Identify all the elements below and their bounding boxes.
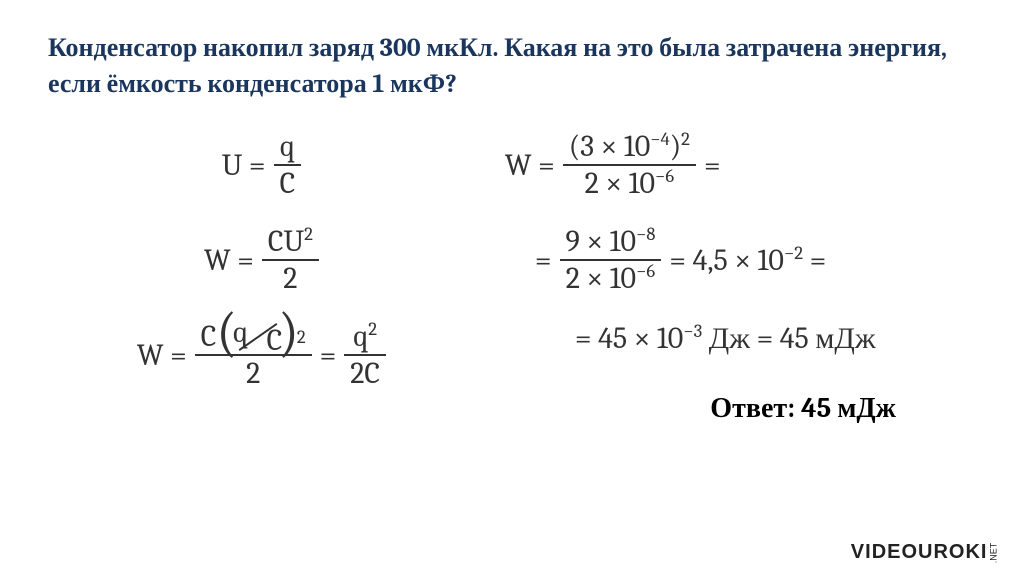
mid: = 4,5 × 10−2 = bbox=[669, 243, 826, 278]
diag-fraction: q C bbox=[237, 321, 278, 353]
paren-right: ) bbox=[278, 319, 299, 346]
numerator: q2 bbox=[347, 321, 383, 353]
denominator: 2C bbox=[344, 358, 386, 390]
denominator: 2 × 10−6 bbox=[579, 168, 680, 200]
fraction: CU2 2 bbox=[262, 226, 319, 295]
calc-step-1: W = (3 × 10−4)2 2 × 10−6 = bbox=[475, 131, 721, 200]
denominator: 2 × 10−6 bbox=[560, 263, 661, 295]
right-column-calculation: W = (3 × 10−4)2 2 × 10−6 = = 9 × 10−8 bbox=[475, 131, 976, 425]
logo-ext: .NET bbox=[989, 542, 999, 563]
formula-energy-cu: W = CU2 2 bbox=[204, 226, 319, 295]
numerator: CU2 bbox=[262, 226, 319, 258]
formula-energy-q2: W = C ( q C ) 2 2 = bbox=[137, 321, 386, 390]
answer-label: Ответ: 45 мДж bbox=[710, 392, 976, 425]
logo-brand: VIDEOUROKI bbox=[851, 541, 988, 563]
denominator: 2 bbox=[277, 263, 303, 295]
lhs: W = bbox=[204, 243, 254, 278]
numerator: 9 × 10−8 bbox=[560, 226, 662, 258]
fraction: q C bbox=[274, 131, 302, 200]
fraction: (3 × 10−4)2 2 × 10−6 bbox=[563, 131, 696, 200]
fraction-left: C ( q C ) 2 2 bbox=[195, 321, 312, 390]
problem-heading: Конденсатор накопил заряд 300 мкКл. Кака… bbox=[0, 0, 1024, 103]
lhs: W = bbox=[137, 338, 187, 373]
videouroki-logo: VIDEOUROKI.NET bbox=[851, 541, 1004, 564]
formula-voltage: U = q C bbox=[222, 131, 301, 200]
numerator: (3 × 10−4)2 bbox=[563, 131, 696, 163]
lhs: U = bbox=[222, 148, 266, 183]
lead: = bbox=[535, 243, 552, 278]
calc-step-3: = 45 × 10−3 Дж = 45 мДж bbox=[475, 321, 876, 356]
content-area: U = q C W = CU2 2 W = C ( bbox=[0, 103, 1024, 425]
numerator: C ( q C ) 2 bbox=[195, 321, 312, 353]
fraction-right: q2 2C bbox=[344, 321, 386, 390]
denominator: 2 bbox=[240, 358, 266, 390]
fraction: 9 × 10−8 2 × 10−6 bbox=[560, 226, 662, 295]
lhs: W = bbox=[505, 148, 555, 183]
calc-step-2: = 9 × 10−8 2 × 10−6 = 4,5 × 10−2 = bbox=[475, 226, 826, 295]
equals: = bbox=[320, 338, 337, 373]
tail: = bbox=[704, 148, 721, 183]
result-text: = 45 × 10−3 Дж = 45 мДж bbox=[575, 321, 876, 356]
left-column-formulas: U = q C W = CU2 2 W = C ( bbox=[48, 131, 475, 425]
denominator: C bbox=[274, 168, 302, 200]
numerator: q bbox=[274, 131, 301, 163]
